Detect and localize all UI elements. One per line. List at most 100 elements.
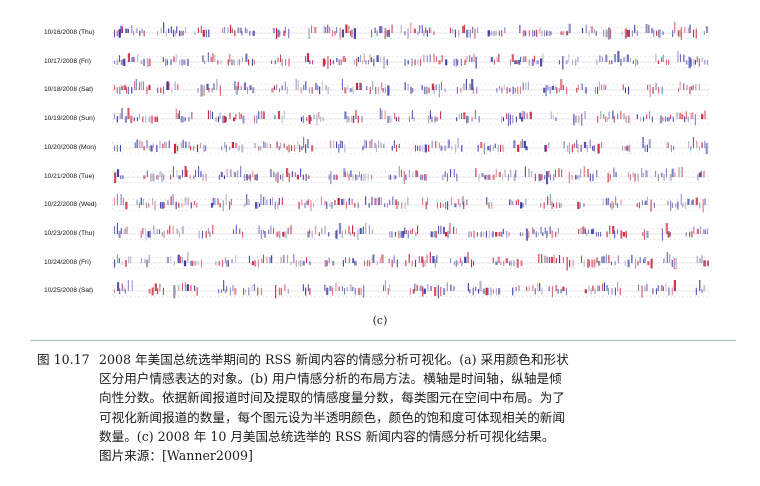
sentiment-glyph (143, 145, 145, 151)
sentiment-glyph (253, 115, 255, 124)
sentiment-glyph (413, 117, 415, 122)
sentiment-glyph (540, 58, 543, 67)
sentiment-glyph (601, 141, 603, 148)
sentiment-glyph (308, 87, 310, 94)
sentiment-glyph (165, 142, 167, 148)
sentiment-glyph (345, 257, 347, 263)
sentiment-glyph (491, 30, 493, 36)
sentiment-glyph (288, 172, 290, 182)
sentiment-glyph (248, 287, 250, 296)
sentiment-glyph (421, 256, 424, 263)
sentiment-glyph (201, 259, 203, 267)
sentiment-glyph (402, 230, 405, 238)
sentiment-glyph (471, 116, 473, 122)
sentiment-glyph (583, 203, 585, 208)
sentiment-glyph (369, 259, 371, 266)
sentiment-glyph (240, 163, 242, 177)
sentiment-glyph (178, 285, 180, 292)
caption-source-line: 图片来源：[Wanner2009] (37, 446, 727, 465)
sentiment-glyph (118, 54, 120, 62)
sentiment-glyph (410, 229, 412, 234)
sentiment-glyph (363, 139, 365, 148)
sentiment-glyph (146, 86, 148, 95)
sentiment-glyph (391, 24, 393, 33)
sentiment-glyph (324, 59, 326, 65)
sentiment-glyph (280, 256, 282, 263)
sentiment-glyph (434, 258, 436, 268)
sentiment-glyph (509, 199, 511, 206)
sentiment-glyph (341, 230, 343, 238)
sentiment-glyph (294, 171, 296, 177)
sentiment-glyph (324, 225, 326, 234)
sentiment-glyph (188, 116, 190, 122)
sentiment-glyph (685, 202, 687, 210)
sentiment-glyph (521, 138, 523, 148)
sentiment-glyph (271, 60, 273, 64)
row-date-label: 10/19/2008 (Sun) (44, 115, 95, 123)
sentiment-glyph (453, 58, 455, 66)
sentiment-glyph (603, 84, 605, 91)
sentiment-glyph (586, 231, 588, 237)
sentiment-glyph (389, 284, 391, 292)
sentiment-glyph (340, 139, 342, 148)
sentiment-glyph (679, 53, 681, 62)
sentiment-glyph (197, 260, 199, 265)
sentiment-glyph (218, 289, 220, 294)
sentiment-glyph (233, 171, 237, 177)
sentiment-glyph (194, 260, 197, 266)
sentiment-glyph (440, 225, 442, 234)
sentiment-track (112, 48, 709, 73)
sentiment-glyph (148, 116, 151, 123)
sentiment-glyph (271, 88, 274, 94)
sentiment-glyph (295, 77, 297, 91)
sentiment-glyph (332, 260, 335, 266)
sentiment-glyph (622, 145, 624, 151)
sentiment-glyph (698, 84, 700, 91)
sentiment-glyph (582, 226, 585, 234)
sentiment-glyph (162, 56, 164, 62)
sentiment-glyph (578, 174, 580, 180)
sentiment-glyph (148, 254, 150, 263)
sentiment-glyph (428, 87, 430, 94)
sentiment-glyph (499, 86, 501, 91)
sentiment-track-glyphs (112, 276, 709, 299)
sentiment-glyph (238, 58, 240, 66)
sentiment-glyph (522, 56, 525, 62)
sentiment-glyph (347, 85, 349, 91)
sentiment-glyph (371, 196, 373, 206)
sentiment-glyph (354, 260, 356, 266)
sentiment-glyph (449, 220, 451, 234)
sentiment-glyph (163, 202, 165, 209)
sentiment-glyph (114, 60, 116, 64)
sentiment-glyph (282, 231, 285, 237)
sentiment-glyph (596, 256, 598, 263)
sentiment-glyph (625, 230, 627, 238)
sentiment-glyph (229, 112, 231, 120)
sentiment-glyph (230, 58, 233, 65)
sentiment-glyph (152, 173, 155, 181)
sentiment-glyph (332, 287, 334, 296)
sentiment-glyph (407, 84, 409, 91)
sentiment-glyph (580, 144, 582, 152)
sentiment-glyph (695, 84, 697, 91)
sentiment-glyph (239, 228, 241, 234)
sentiment-glyph (679, 112, 681, 120)
sentiment-glyph (522, 82, 524, 91)
sentiment-glyph (245, 53, 248, 62)
row-date-label: 10/22/2008 (Wed) (44, 201, 97, 209)
sentiment-glyph (284, 26, 286, 33)
sentiment-glyph (617, 113, 619, 120)
sentiment-glyph (624, 87, 626, 94)
sentiment-glyph (190, 260, 192, 266)
track-frame (112, 170, 709, 183)
sentiment-glyph (642, 232, 644, 236)
sentiment-glyph (148, 289, 151, 295)
sentiment-glyph (260, 288, 262, 296)
sentiment-glyph (543, 202, 545, 209)
sentiment-glyph (670, 144, 672, 152)
sentiment-glyph (322, 117, 324, 122)
sentiment-glyph (662, 117, 664, 122)
sentiment-glyph (684, 116, 686, 123)
sentiment-glyph (507, 113, 509, 127)
sentiment-glyph (375, 87, 377, 95)
